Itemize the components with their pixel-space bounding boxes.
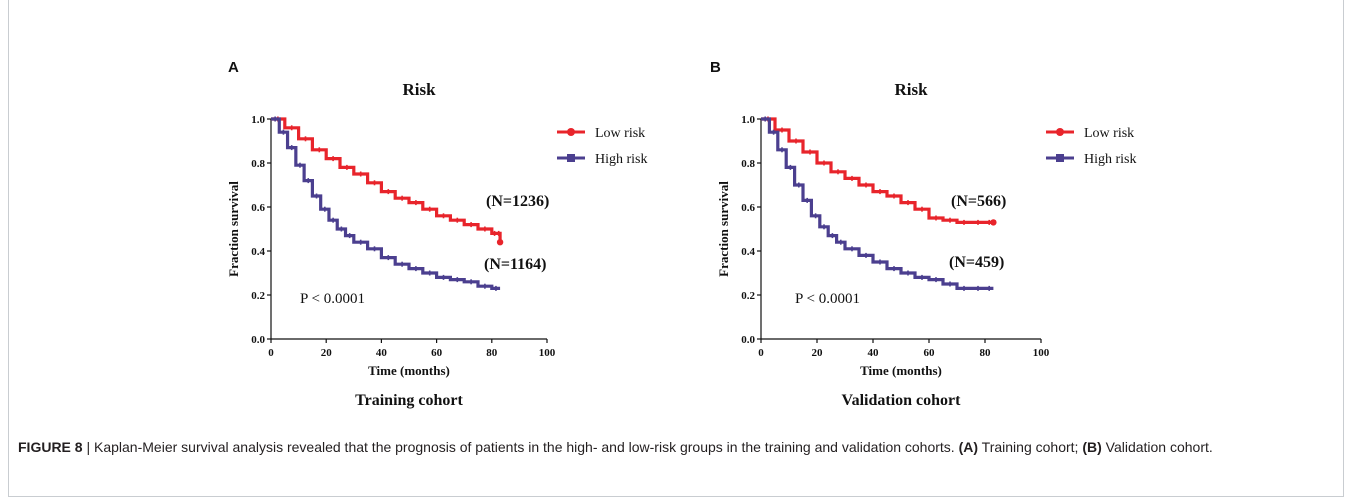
figure-caption: FIGURE 8 | Kaplan-Meier survival analysi… — [18, 437, 1328, 458]
x-tick-label: 40 — [868, 347, 880, 359]
panel-letter: B — [710, 59, 721, 76]
x-tick-label: 60 — [924, 347, 936, 359]
y-tick-label: 0.2 — [741, 290, 755, 302]
y-axis-label: Fraction survival — [716, 181, 731, 277]
x-tick-label: 80 — [980, 347, 992, 359]
caption-a-text: Training cohort; — [978, 439, 1083, 455]
x-tick-label: 40 — [376, 347, 388, 359]
y-tick-label: 0.8 — [741, 158, 755, 170]
legend-marker-circle — [1056, 128, 1064, 136]
legend-label: High risk — [1084, 152, 1137, 167]
y-tick-label: 0.6 — [741, 202, 755, 214]
legend-marker-square — [1056, 154, 1064, 162]
y-axis-label: Fraction survival — [226, 181, 241, 277]
legend-label: Low risk — [1084, 126, 1134, 141]
caption-text: Kaplan-Meier survival analysis revealed … — [94, 439, 959, 455]
chart-subtitle: Training cohort — [355, 392, 463, 409]
chart-title: Risk — [402, 80, 436, 99]
caption-a-tag: (A) — [958, 439, 979, 455]
figure-frame — [8, 0, 1344, 497]
y-tick-label: 0.0 — [741, 334, 755, 346]
series-line-high-risk — [271, 117, 501, 290]
y-tick-label: 0.4 — [741, 246, 755, 258]
series-end-point — [496, 239, 504, 246]
chart-subtitle: Validation cohort — [842, 392, 962, 409]
x-axis-label: Time (months) — [860, 363, 942, 378]
y-tick-label: 1.0 — [251, 114, 265, 126]
p-value-label: P < 0.0001 — [300, 291, 365, 307]
chart-title: Risk — [894, 80, 928, 99]
figure-canvas: A Risk 0 20 40 60 80 100 0.0 0.2 0.4 0.6 0.8 1.0 Time … — [226, 59, 1137, 409]
chart-panel-a: A Risk 0 20 40 60 80 100 0.0 0.2 0.4 0.6 0.8 1.0 Time … — [226, 59, 648, 409]
caption-b-tag: (B) — [1082, 439, 1102, 455]
x-axis-label: Time (months) — [368, 363, 450, 378]
panel-letter: A — [228, 59, 239, 76]
x-tick-label: 20 — [812, 347, 824, 359]
caption-b-text: Validation cohort. — [1101, 439, 1213, 455]
series-n-label: (N=1236) — [486, 193, 549, 210]
y-tick-label: 1.0 — [741, 114, 755, 126]
chart-panel-b: B Risk 0 20 40 60 80 100 0.0 0.2 0.4 0.6 0.8 1.0 Time … — [710, 59, 1137, 409]
legend-marker-square — [567, 154, 575, 162]
x-tick-label: 20 — [321, 347, 333, 359]
legend-label: Low risk — [595, 126, 645, 141]
x-tick-label: 0 — [268, 347, 274, 359]
x-tick-label: 0 — [758, 347, 764, 359]
series-n-label: (N=566) — [951, 193, 1006, 210]
series-end-point — [990, 219, 997, 226]
y-tick-label: 0.6 — [251, 202, 265, 214]
x-tick-label: 60 — [431, 347, 443, 359]
x-tick-label: 100 — [1033, 347, 1050, 359]
caption-lead: FIGURE 8 — [18, 439, 83, 455]
series-line-low-risk — [761, 117, 994, 224]
x-tick-label: 100 — [539, 347, 556, 359]
caption-separator: | — [82, 439, 94, 455]
y-tick-label: 0.2 — [251, 290, 265, 302]
y-tick-label: 0.0 — [251, 334, 265, 346]
y-tick-label: 0.8 — [251, 158, 265, 170]
y-tick-label: 0.4 — [251, 246, 265, 258]
series-n-label: (N=459) — [949, 254, 1004, 271]
p-value-label: P < 0.0001 — [795, 291, 860, 307]
legend-marker-circle — [567, 128, 575, 136]
legend-label: High risk — [595, 152, 648, 167]
x-tick-label: 80 — [486, 347, 498, 359]
series-n-label: (N=1164) — [484, 256, 546, 273]
series-line-low-risk — [271, 117, 502, 243]
